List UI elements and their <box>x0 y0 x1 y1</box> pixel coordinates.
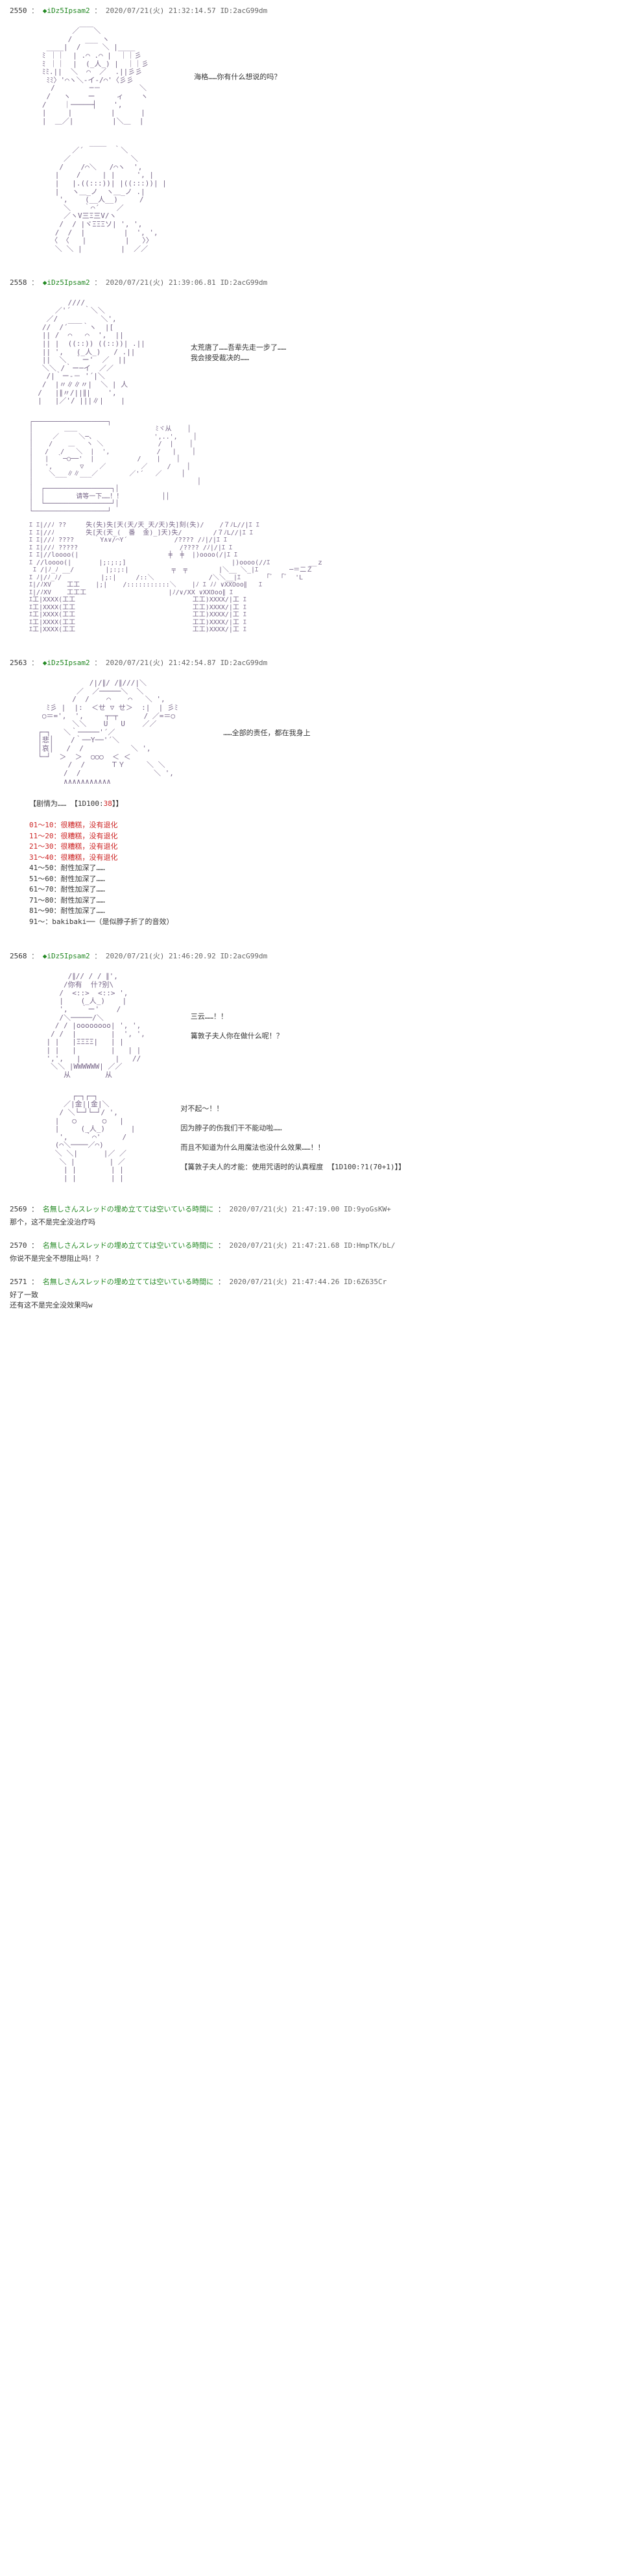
reply-name: 名無しさんスレッドの埋め立てては空いている時間に <box>43 1205 213 1213</box>
dialogue-text: 三云……！！ <box>191 1011 283 1021</box>
reply-name: 名無しさんスレッドの埋め立てては空いている時間に <box>43 1241 213 1250</box>
post-date: 2020/07/21(火) 21:42:54.87 <box>106 659 216 667</box>
roll-line: 01～10：很糟糕，没有退化 <box>29 820 634 831</box>
ascii-art: /∥// / / ∥', /你有 什?别\ / <::> <::> ', | (… <box>29 973 145 1079</box>
reply-name: 名無しさんスレッドの埋め立てては空いている時間に <box>43 1278 213 1286</box>
dialogue-group: 对不起～！！ 因为脖子的伤我们干不能动啦…… 而且不知道为什么用魔法也没什么效果… <box>161 1103 405 1172</box>
roll-line: 31～40：很糟糕，没有退化 <box>29 853 634 864</box>
roll-line: 51～60：耐性加深了…… <box>29 874 634 885</box>
post: 2558 ： ◆iDz5Ipsam2 ： 2020/07/21(火) 21:39… <box>0 272 644 646</box>
dialogue-text: 海格……你有什么想说的吗？ <box>194 71 281 82</box>
ascii-art: ┌─┐┌─┐ ／|金||金|＼ / ＼└─┘└─┘/ ', | ○ ○ | | … <box>29 1093 135 1183</box>
ascii-art: //// ／'´ ｀＼＼ ／/ ＼', // /´￣￣｀ヽ |[ || / ⌒ … <box>29 299 145 406</box>
roll-line: 41～50：耐性加深了…… <box>29 863 634 874</box>
post-trip: ◆iDz5Ipsam2 <box>43 278 90 287</box>
roll-line: 91～：bakibaki──（是似脖子折了的音效） <box>29 917 634 928</box>
post: 2568 ： ◆iDz5Ipsam2 ： 2020/07/21(火) 21:46… <box>0 945 644 1194</box>
content-row: //// ／'´ ｀＼＼ ／/ ＼', // /´￣￣｀ヽ |[ || / ⌒ … <box>10 293 634 412</box>
reply-number: 2571 <box>10 1278 27 1286</box>
roll-header-end: 】】 <box>112 799 123 808</box>
post-number: 2568 <box>10 952 27 960</box>
post-trip: ◆iDz5Ipsam2 <box>43 6 90 15</box>
roll-header: 【剧情为…… 【1D100:38】】 <box>29 799 634 810</box>
roll-line: 61～70：耐性加深了…… <box>29 884 634 895</box>
post-id: ID:2acG99dm <box>220 952 267 960</box>
reply-id: ID:6Z635Cr <box>344 1278 387 1286</box>
post-header: 2568 ： ◆iDz5Ipsam2 ： 2020/07/21(火) 21:46… <box>10 951 634 961</box>
roll-header-text: 【剧情为…… 【1D100: <box>29 799 104 808</box>
post-header: 2558 ： ◆iDz5Ipsam2 ： 2020/07/21(火) 21:39… <box>10 277 634 287</box>
dialogue-text: 太荒唐了……吾辈先走一步了…… <box>191 342 287 352</box>
content-row: /∥// / / ∥', /你有 什?别\ / <::> <::> ', | (… <box>10 966 634 1086</box>
reply-number: 2570 <box>10 1241 27 1250</box>
roll-line: 21～30：很糟糕，没有退化 <box>29 842 634 853</box>
roll-line: 71～80：耐性加深了…… <box>29 895 634 906</box>
reply-date: 2020/07/21(火) 21:47:19.00 <box>229 1205 339 1213</box>
reply-post: 2569 ： 名無しさんスレッドの埋め立てては空いている時間に ： 2020/0… <box>0 1201 644 1237</box>
reply-date: 2020/07/21(火) 21:47:44.26 <box>229 1278 339 1286</box>
post-date: 2020/07/21(火) 21:39:06.81 <box>106 278 216 287</box>
reply-number: 2569 <box>10 1205 27 1213</box>
content-row: /|/∥/ /∥///|＼ ／ ／─────＼ ＼ / / ⌒ ⌒ ＼ ', ﾐ… <box>10 673 634 792</box>
reply-post: 2570 ： 名無しさんスレッドの埋め立てては空いている時間に ： 2020/0… <box>0 1237 644 1274</box>
dialogue-text: 而且不知道为什么用魔法也没什么效果……！！ <box>180 1142 405 1152</box>
reply-date: 2020/07/21(火) 21:47:21.68 <box>229 1241 339 1250</box>
roll-list: 01～10：很糟糕，没有退化11～20：很糟糕，没有退化21～30：很糟糕，没有… <box>29 820 634 927</box>
dialogue-text: 【篝敦子夫人的才能：使用咒语时的认真程度 【1D100:?1(70+1)】】 <box>180 1161 405 1172</box>
ascii-art: ／￣￣＼ / ___ ヽ ____| / ＼ |____ ﾐ ｜｜ | .⌒ .… <box>29 27 149 126</box>
roll-line: 11～20：很糟糕，没有退化 <box>29 831 634 842</box>
ascii-art: ｴ ｴ|//ﾉ ?? 失(失)失[天(天/天_天/天)失]刻(失)/ /７ﾉL/… <box>29 522 634 634</box>
dialogue-text: ……全部的责任，都在我身上 <box>223 727 310 738</box>
post: 2550 ： ◆iDz5Ipsam2 ： 2020/07/21(火) 21:32… <box>0 0 644 265</box>
ascii-art: ┌───────────────────┐ │ ＿＿ ﾐヾ从 │ │ ／ ＼─、… <box>29 419 634 516</box>
roll-value: 38 <box>104 799 112 808</box>
post-header: 2550 ： ◆iDz5Ipsam2 ： 2020/07/21(火) 21:32… <box>10 5 634 16</box>
post-id: ID:2acG99dm <box>220 278 267 287</box>
dialogue-text: 我会接受裁决的…… <box>191 352 287 363</box>
post: 2563 ： ◆iDz5Ipsam2 ： 2020/07/21(火) 21:42… <box>0 652 644 939</box>
roll-line: 81～90：耐性加深了…… <box>29 906 634 917</box>
reply-id: ID:HmpTK/bL/ <box>344 1241 395 1250</box>
content-row: ／￣￣＼ / ___ ヽ ____| / ＼ |____ ﾐ ｜｜ | .⌒ .… <box>10 21 634 132</box>
post-number: 2563 <box>10 659 27 667</box>
reply-post: 2571 ： 名無しさんスレッドの埋め立てては空いている時間に ： 2020/0… <box>0 1274 644 1320</box>
content-row: ┌─┐┌─┐ ／|金||金|＼ / ＼└─┘└─┘/ ', | ○ ○ | | … <box>10 1086 634 1189</box>
ascii-art: /|/∥/ /∥///|＼ ／ ／─────＼ ＼ / / ⌒ ⌒ ＼ ', ﾐ… <box>29 679 178 786</box>
dialogue-text: 篝敦子夫人你在做什么呢！？ <box>191 1030 283 1041</box>
post-date: 2020/07/21(火) 21:32:14.57 <box>106 6 216 15</box>
reply-body: 那个，这不是完全没治疗吗 <box>10 1217 634 1227</box>
reply-id: ID:9yoGsKW+ <box>344 1205 391 1213</box>
reply-body: 好了一致 还有这不是完全没效果吗w <box>10 1289 634 1310</box>
post-trip: ◆iDz5Ipsam2 <box>43 659 90 667</box>
post-header: 2563 ： ◆iDz5Ipsam2 ： 2020/07/21(火) 21:42… <box>10 657 634 668</box>
post-date: 2020/07/21(火) 21:46:20.92 <box>106 952 216 960</box>
dialogue-text: 对不起～！！ <box>180 1103 405 1113</box>
dice-roll-block: 【剧情为…… 【1D100:38】】 01～10：很糟糕，没有退化11～20：很… <box>29 799 634 927</box>
post-number: 2558 <box>10 278 27 287</box>
post-trip: ◆iDz5Ipsam2 <box>43 952 90 960</box>
dialogue-text: 因为脖子的伤我们干不能动啦…… <box>180 1123 405 1133</box>
dialogue-group: 太荒唐了……吾辈先走一步了…… 我会接受裁决的…… <box>171 342 287 363</box>
post-id: ID:2acG99dm <box>220 659 267 667</box>
dialogue-group: 三云……！！ 篝敦子夫人你在做什么呢！？ <box>171 1011 283 1041</box>
ascii-art: ____ ／´ ｀＼ ／ ＼ / /⌒＼ /⌒ヽ ', | / | | ', |… <box>29 139 634 254</box>
reply-body: 你说不是完全不想阻止吗！？ <box>10 1253 634 1263</box>
post-id: ID:2acG99dm <box>220 6 267 15</box>
post-number: 2550 <box>10 6 27 15</box>
